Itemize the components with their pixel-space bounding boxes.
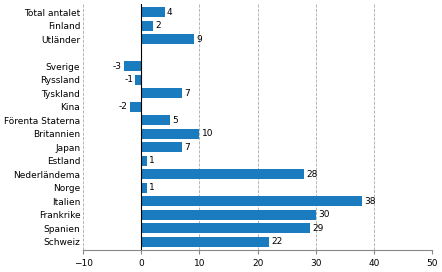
Bar — [141, 237, 269, 247]
Bar — [141, 142, 182, 152]
Bar — [141, 115, 170, 125]
Bar — [141, 183, 147, 193]
Text: 22: 22 — [271, 237, 283, 246]
Text: 9: 9 — [196, 35, 202, 44]
Text: 28: 28 — [306, 170, 318, 179]
Bar — [130, 102, 141, 112]
Bar — [141, 156, 147, 166]
Bar — [141, 129, 199, 139]
Bar — [124, 61, 141, 71]
Bar — [141, 21, 153, 31]
Text: -3: -3 — [112, 62, 122, 71]
Text: 1: 1 — [149, 156, 155, 165]
Bar — [141, 88, 182, 98]
Bar — [141, 223, 310, 233]
Text: 7: 7 — [184, 89, 190, 98]
Bar — [141, 169, 304, 179]
Bar — [141, 210, 316, 220]
Bar — [141, 196, 362, 206]
Text: 1: 1 — [149, 183, 155, 192]
Text: 2: 2 — [155, 21, 161, 30]
Bar — [135, 75, 141, 85]
Text: 5: 5 — [173, 116, 179, 125]
Text: 10: 10 — [202, 129, 213, 138]
Text: -2: -2 — [118, 102, 127, 111]
Text: 4: 4 — [167, 8, 172, 17]
Text: -1: -1 — [124, 75, 133, 84]
Text: 38: 38 — [365, 197, 376, 206]
Text: 29: 29 — [312, 224, 324, 233]
Text: 30: 30 — [318, 210, 330, 219]
Text: 7: 7 — [184, 143, 190, 152]
Bar — [141, 34, 194, 44]
Bar — [141, 7, 164, 17]
